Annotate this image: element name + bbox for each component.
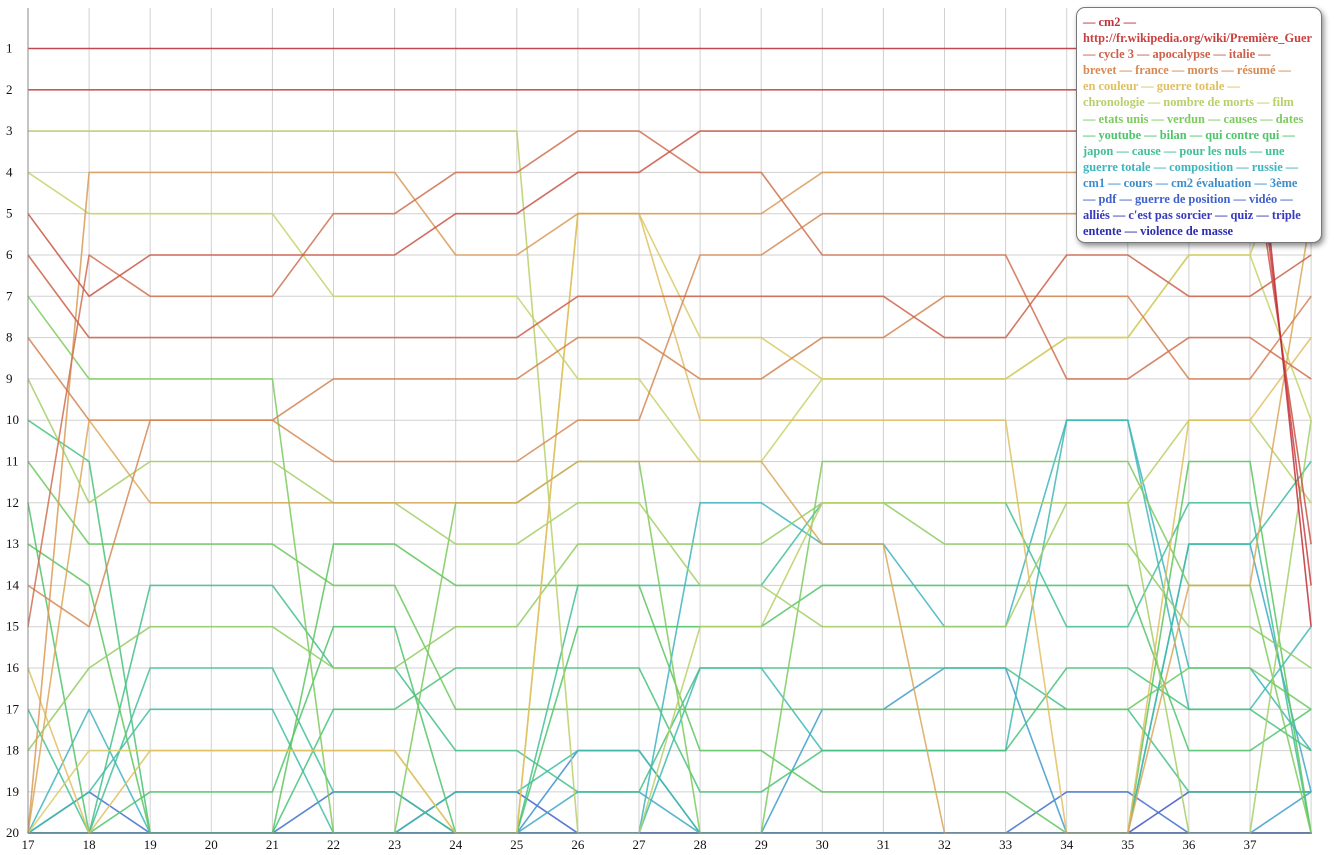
x-tick-label: 28 xyxy=(694,837,707,852)
legend-line: japon — cause — pour les nuls — une xyxy=(1083,143,1315,159)
y-tick-label: 15 xyxy=(6,619,19,634)
x-tick-label: 21 xyxy=(266,837,279,852)
y-tick-label: 7 xyxy=(6,288,13,303)
y-tick-label: 10 xyxy=(6,412,19,427)
x-tick-label: 34 xyxy=(1060,837,1074,852)
y-tick-label: 3 xyxy=(6,123,13,138)
y-tick-label: 8 xyxy=(6,330,13,345)
x-tick-label: 26 xyxy=(571,837,585,852)
series-line xyxy=(27,378,1312,835)
series-line xyxy=(27,502,1312,835)
legend-line: — etats unis — verdun — causes — dates xyxy=(1083,111,1315,127)
legend-entry: http://fr.wikipedia.org/wiki/Première_Gu… xyxy=(1083,31,1312,46)
legend-entry: alliés — c'est pas sorcier — quiz — trip… xyxy=(1083,208,1301,223)
legend-line: http://fr.wikipedia.org/wiki/Première_Gu… xyxy=(1083,30,1315,46)
legend: — cm2 — http://fr.wikipedia.org/wiki/Prem… xyxy=(1076,7,1322,243)
y-tick-label: 4 xyxy=(6,164,13,179)
legend-line: en couleur — guerre totale — xyxy=(1083,78,1315,94)
series-line xyxy=(27,212,1312,835)
legend-line: — cm2 — xyxy=(1083,14,1315,30)
x-tick-label: 35 xyxy=(1121,837,1134,852)
y-tick-label: 9 xyxy=(6,371,13,386)
y-tick-label: 14 xyxy=(6,577,20,592)
y-tick-label: 5 xyxy=(6,206,13,221)
x-tick-label: 19 xyxy=(144,837,157,852)
series-line xyxy=(28,543,1312,835)
axes xyxy=(27,8,1312,834)
legend-entry: — cm2 — xyxy=(1083,15,1136,29)
series-line xyxy=(27,295,1312,835)
x-tick-label: 20 xyxy=(205,837,218,852)
legend-entry: japon — cause — pour les nuls — une xyxy=(1083,143,1285,158)
y-tick-label: 17 xyxy=(6,701,20,716)
x-tick-label: 25 xyxy=(510,837,523,852)
y-tick-label: 13 xyxy=(6,536,19,551)
legend-line: — youtube — bilan — qui contre qui — xyxy=(1083,127,1315,143)
legend-entry: chronologie — nombre de morts — film xyxy=(1083,95,1294,110)
x-tick-label: 17 xyxy=(22,837,36,852)
legend-line: chronologie — nombre de morts — film xyxy=(1083,94,1315,110)
legend-line: guerre totale — composition — russie — xyxy=(1083,159,1315,175)
y-tick-label: 6 xyxy=(6,247,13,262)
legend-line: — cycle 3 — apocalypse — italie — xyxy=(1083,46,1315,62)
legend-line: cm1 — cours — cm2 évaluation — 3ème xyxy=(1083,175,1315,191)
legend-entry: — etats unis — verdun — causes — dates xyxy=(1083,111,1304,126)
series-line xyxy=(27,461,1312,711)
series-line xyxy=(27,295,1312,422)
legend-line: brevet — france — morts — résumé — xyxy=(1083,62,1315,78)
legend-entry: — youtube — bilan — qui contre qui — xyxy=(1083,127,1295,142)
legend-entry: — cycle 3 — apocalypse — italie — xyxy=(1083,47,1271,62)
legend-entry: brevet — france — morts — résumé — xyxy=(1083,63,1291,78)
x-tick-label: 36 xyxy=(1182,837,1196,852)
x-tick-label: 27 xyxy=(633,837,647,852)
y-tick-label: 2 xyxy=(6,82,13,97)
legend-entry: — pdf — guerre de position — vidéo — xyxy=(1083,192,1293,207)
y-tick-label: 12 xyxy=(6,495,19,510)
x-tick-label: 18 xyxy=(83,837,96,852)
y-tick-label: 1 xyxy=(6,41,13,56)
legend-entry: cm1 — cours — cm2 évaluation — 3ème xyxy=(1083,175,1298,190)
x-tick-label: 30 xyxy=(816,837,829,852)
x-tick-label: 33 xyxy=(999,837,1012,852)
series-line xyxy=(28,130,1312,835)
legend-entry: entente — violence de masse xyxy=(1083,224,1234,239)
legend-line: alliés — c'est pas sorcier — quiz — trip… xyxy=(1083,207,1315,223)
y-tick-label: 19 xyxy=(6,784,19,799)
series-line xyxy=(27,501,1312,835)
series-line xyxy=(27,213,1312,835)
x-tick-label: 37 xyxy=(1244,837,1258,852)
y-tick-label: 18 xyxy=(6,743,19,758)
x-tick-label: 22 xyxy=(327,837,340,852)
x-tick-label: 29 xyxy=(755,837,768,852)
x-tick-label: 32 xyxy=(938,837,951,852)
y-tick-label: 11 xyxy=(6,454,19,469)
series-line xyxy=(27,254,1312,339)
x-tick-label: 23 xyxy=(388,837,401,852)
legend-entry: guerre totale — composition — russie — xyxy=(1083,159,1299,174)
x-tick-label: 31 xyxy=(877,837,890,852)
y-tick-label: 20 xyxy=(6,825,19,840)
y-tick-label: 16 xyxy=(6,660,20,675)
legend-line: — pdf — guerre de position — vidéo — xyxy=(1083,191,1315,207)
legend-entry: en couleur — guerre totale — xyxy=(1083,79,1240,94)
legend-line: entente — violence de masse xyxy=(1083,223,1315,239)
x-tick-label: 24 xyxy=(449,837,463,852)
